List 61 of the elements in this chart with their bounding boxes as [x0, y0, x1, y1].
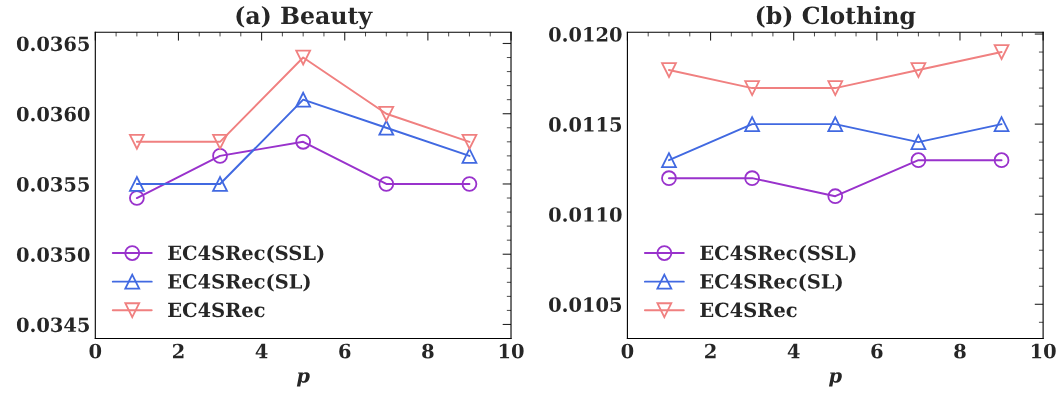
point: [744, 170, 760, 187]
point: [910, 62, 927, 78]
point: [827, 116, 844, 132]
x-tick-label: 2: [705, 343, 716, 359]
point: [212, 133, 228, 150]
x-tick-label: 4: [787, 343, 800, 359]
point: [129, 190, 145, 206]
x-tick-label: 4: [255, 343, 268, 359]
legend-label: EC4SRec: [700, 302, 797, 318]
y-tick-label: 0.0110: [549, 207, 622, 222]
y-tick-label: 0.0120: [549, 27, 622, 42]
x-tick-label: 6: [339, 343, 351, 359]
point: [993, 44, 1010, 60]
point: [461, 176, 478, 192]
chart-title: (a) Beauty: [236, 5, 373, 30]
point: [661, 170, 677, 187]
point: [295, 49, 312, 66]
point: [378, 119, 395, 136]
y-tick-label: 0.0355: [16, 176, 89, 192]
x-tick-label: 10: [499, 343, 524, 359]
x-axis-title: p: [296, 372, 310, 387]
point: [212, 148, 228, 164]
legend-label: EC4SRec(SSL): [700, 245, 856, 263]
point: [295, 91, 312, 108]
point: [993, 152, 1010, 169]
point: [661, 152, 677, 169]
point: [129, 176, 145, 192]
point: [129, 133, 145, 150]
point: [378, 176, 395, 192]
point: [827, 188, 844, 205]
legend-label: EC4SRec(SL): [168, 273, 310, 292]
y-tick-label: 0.0360: [16, 106, 90, 122]
point: [378, 105, 395, 122]
point: [910, 152, 927, 169]
y-tick-label: 0.0365: [16, 36, 89, 52]
x-tick-label: 8: [422, 343, 434, 359]
y-tick-label: 0.0115: [549, 117, 622, 132]
y-tick-label: 0.0105: [549, 297, 622, 312]
point: [461, 133, 478, 150]
point: [827, 80, 844, 96]
x-tick-label: 0: [89, 343, 102, 359]
y-tick-label: 0.0345: [16, 317, 89, 333]
x-tick-label: 6: [871, 343, 883, 359]
point: [295, 133, 312, 150]
legend-label: EC4SRec(SSL): [168, 245, 324, 263]
x-axis-title: p: [828, 372, 842, 387]
legend-label: EC4SRec: [168, 302, 265, 318]
point: [744, 116, 760, 132]
point: [212, 176, 228, 192]
x-tick-label: 0: [621, 343, 634, 359]
legend-label: EC4SRec(SL): [700, 273, 842, 292]
x-tick-label: 2: [172, 343, 184, 359]
point: [661, 62, 677, 78]
x-tick-label: 10: [1031, 343, 1056, 359]
x-tick-label: 8: [954, 343, 966, 359]
point: [993, 116, 1010, 132]
point: [910, 134, 927, 150]
chart-title: (b) Clothing: [756, 5, 916, 30]
point: [461, 148, 478, 164]
point: [744, 80, 760, 96]
y-tick-label: 0.0350: [16, 247, 90, 262]
